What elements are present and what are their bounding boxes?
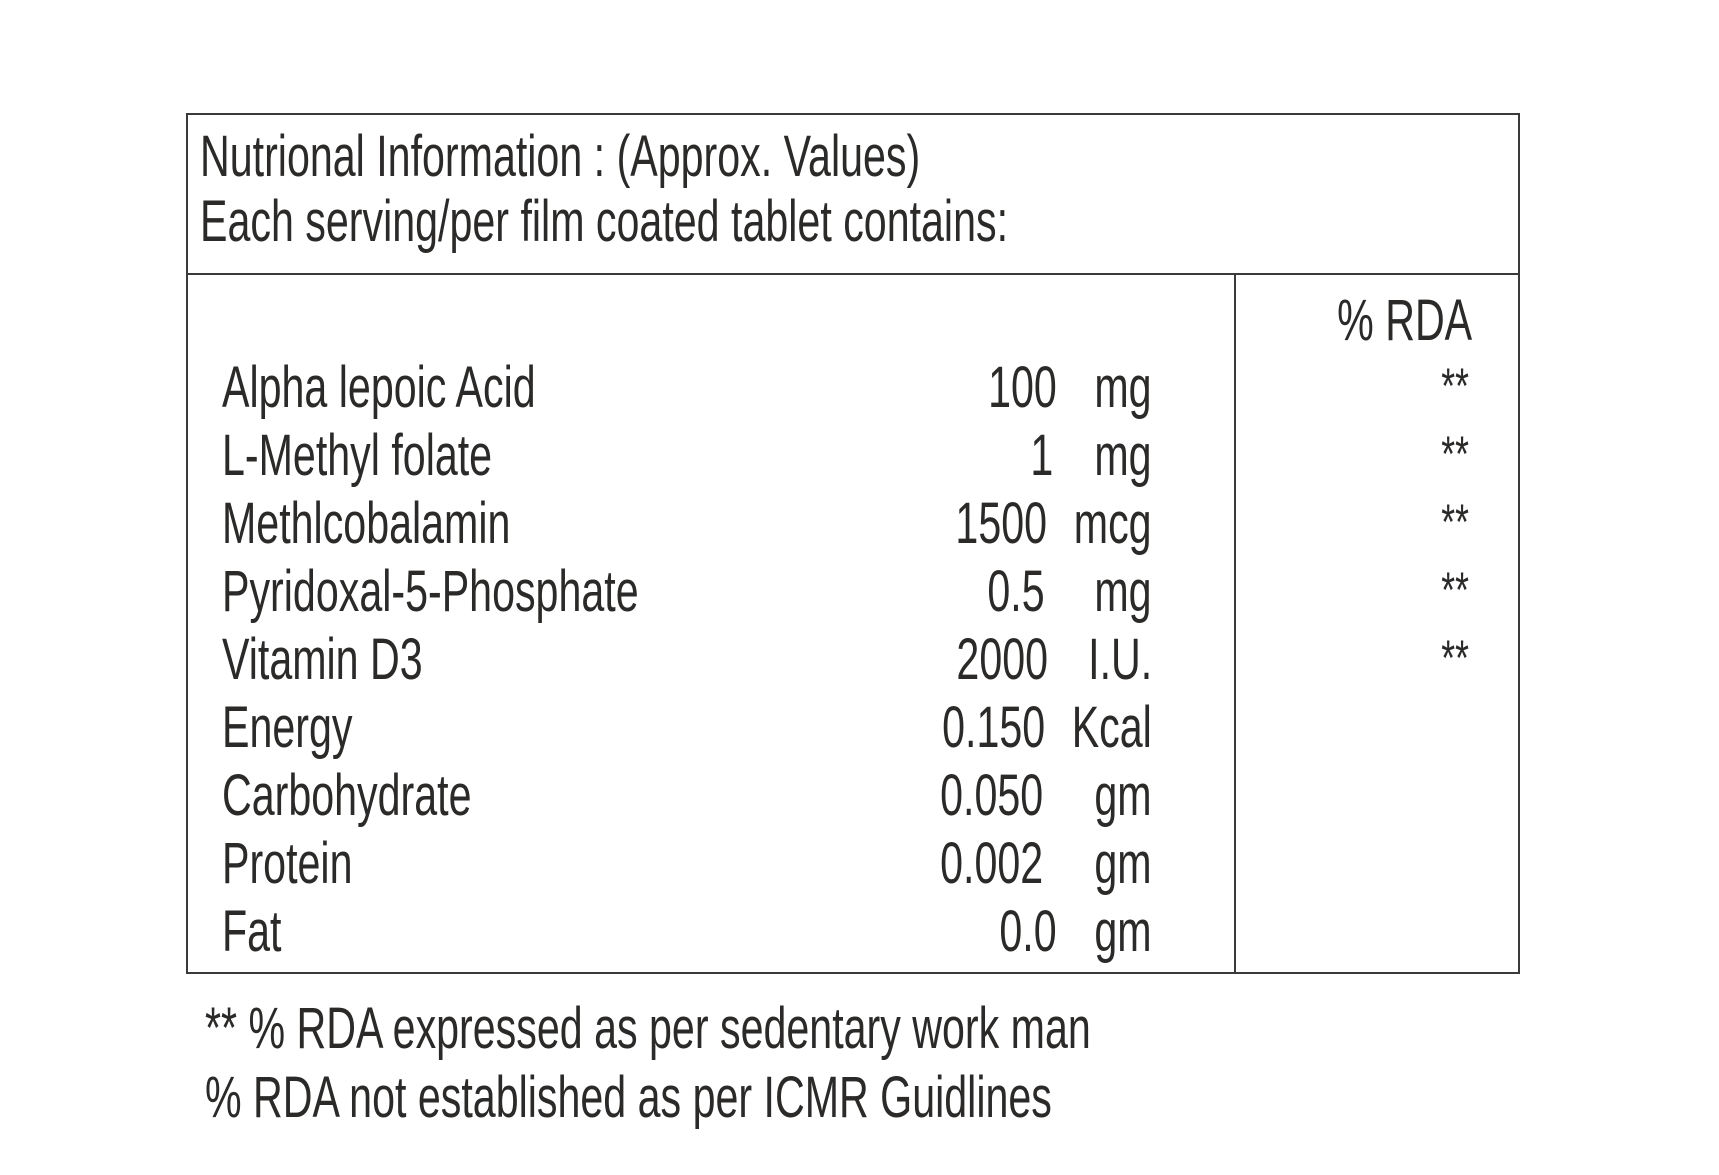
header-divider bbox=[186, 273, 1520, 275]
nutrient-name: Methlcobalamin bbox=[222, 491, 511, 556]
nutrient-name: Pyridoxal-5-Phosphate bbox=[222, 559, 639, 624]
nutrient-name: Vitamin D3 bbox=[222, 627, 423, 692]
nutrient-rda: ** bbox=[1441, 494, 1469, 550]
nutrient-name: Fat bbox=[222, 899, 282, 964]
nutrient-unit: mg bbox=[1094, 559, 1152, 624]
table-subtitle: Each serving/per film coated tablet cont… bbox=[200, 189, 1009, 254]
rda-column-divider bbox=[1234, 273, 1236, 973]
nutrient-name: Alpha lepoic Acid bbox=[222, 355, 536, 420]
nutrient-amount: 0.0 bbox=[999, 899, 1057, 964]
nutrient-amount: 0.002 bbox=[939, 831, 1043, 896]
nutrient-amount: 0.150 bbox=[941, 695, 1045, 760]
footnote-rda-sedentary: ** % RDA expressed as per sedentary work… bbox=[205, 996, 1091, 1061]
nutrient-unit: mg bbox=[1094, 423, 1152, 488]
nutrient-amount: 0.050 bbox=[939, 763, 1043, 828]
nutrient-unit: gm bbox=[1094, 831, 1152, 896]
nutrient-name: Carbohydrate bbox=[222, 763, 472, 828]
nutrient-unit: I.U. bbox=[1087, 627, 1152, 692]
nutrition-table-frame bbox=[186, 113, 1520, 974]
footnote-rda-icmr: % RDA not established as per ICMR Guidli… bbox=[205, 1065, 1052, 1130]
nutrient-unit: Kcal bbox=[1071, 695, 1152, 760]
nutrient-unit: mg bbox=[1094, 355, 1152, 420]
nutrient-amount: 100 bbox=[988, 355, 1057, 420]
nutrient-rda: ** bbox=[1441, 358, 1469, 414]
nutrient-rda: ** bbox=[1441, 630, 1469, 686]
nutrient-name: Protein bbox=[222, 831, 353, 896]
nutrient-unit: gm bbox=[1094, 899, 1152, 964]
nutrient-unit: mcg bbox=[1074, 491, 1152, 556]
rda-column-header: % RDA bbox=[1336, 288, 1472, 353]
nutrient-amount: 0.5 bbox=[987, 559, 1045, 624]
table-title: Nutrional Information : (Approx. Values) bbox=[200, 124, 921, 189]
nutrient-amount: 2000 bbox=[956, 627, 1048, 692]
nutrient-amount: 1 bbox=[1030, 423, 1053, 488]
nutrient-unit: gm bbox=[1094, 763, 1152, 828]
nutrient-rda: ** bbox=[1441, 562, 1469, 618]
nutrient-rda: ** bbox=[1441, 426, 1469, 482]
nutrient-name: Energy bbox=[222, 695, 353, 760]
nutrient-name: L-Methyl folate bbox=[222, 423, 493, 488]
nutrient-amount: 1500 bbox=[955, 491, 1047, 556]
